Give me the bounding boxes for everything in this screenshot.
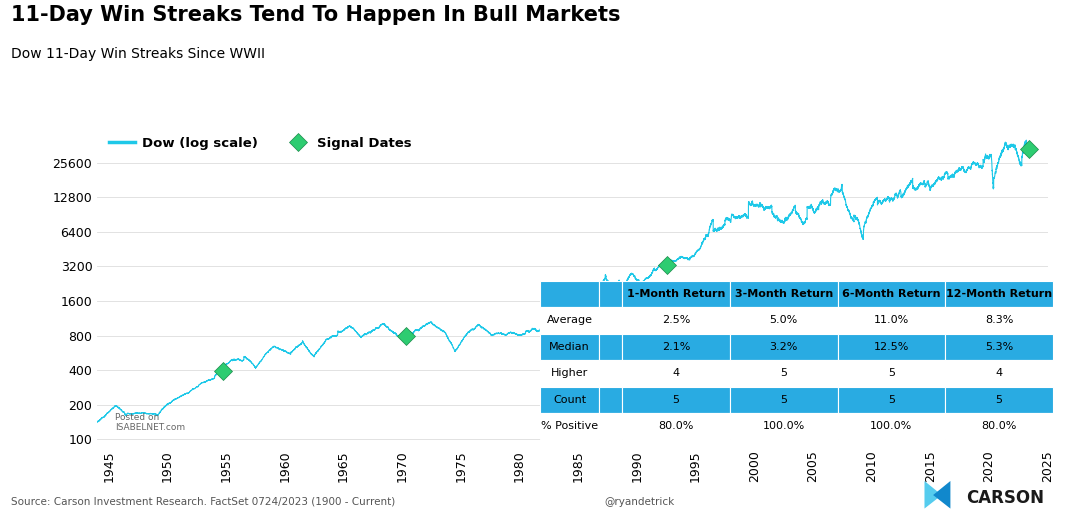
Legend: Dow (log scale), Signal Dates: Dow (log scale), Signal Dates: [104, 132, 417, 155]
Text: 4: 4: [673, 368, 679, 379]
Text: 5: 5: [888, 395, 895, 405]
Text: 5: 5: [780, 395, 787, 405]
Text: @ryandetrick: @ryandetrick: [605, 497, 675, 507]
Text: 5: 5: [996, 395, 1002, 405]
Text: 100.0%: 100.0%: [870, 421, 913, 431]
Text: 5: 5: [673, 395, 679, 405]
Text: Higher: Higher: [551, 368, 589, 379]
Text: 8.3%: 8.3%: [985, 316, 1013, 326]
Text: Dow 11-Day Win Streaks Since WWII: Dow 11-Day Win Streaks Since WWII: [11, 47, 265, 61]
Text: 5.0%: 5.0%: [770, 316, 798, 326]
Text: 100.0%: 100.0%: [762, 421, 805, 431]
Text: 2.5%: 2.5%: [662, 316, 690, 326]
Text: 5.3%: 5.3%: [985, 342, 1013, 352]
Text: 12-Month Return: 12-Month Return: [946, 289, 1052, 299]
Text: 5: 5: [888, 368, 895, 379]
Text: Median: Median: [549, 342, 590, 352]
Text: Average: Average: [546, 316, 593, 326]
Text: 80.0%: 80.0%: [658, 421, 693, 431]
Text: 5: 5: [780, 368, 787, 379]
Text: Posted on
ISABELNET.com: Posted on ISABELNET.com: [114, 413, 185, 432]
Text: 6-Month Return: 6-Month Return: [842, 289, 941, 299]
Text: Count: Count: [553, 395, 586, 405]
Text: 4: 4: [996, 368, 1002, 379]
Text: 1-Month Return: 1-Month Return: [626, 289, 725, 299]
Text: 11-Day Win Streaks Tend To Happen In Bull Markets: 11-Day Win Streaks Tend To Happen In Bul…: [11, 5, 620, 25]
Text: 3.2%: 3.2%: [769, 342, 798, 352]
Text: 2.1%: 2.1%: [662, 342, 690, 352]
Text: CARSON: CARSON: [967, 489, 1044, 507]
Text: 80.0%: 80.0%: [982, 421, 1017, 431]
Text: Source: Carson Investment Research. FactSet 0724/2023 (1900 - Current): Source: Carson Investment Research. Fact…: [11, 497, 395, 507]
Text: 3-Month Return: 3-Month Return: [734, 289, 833, 299]
Text: 11.0%: 11.0%: [874, 316, 909, 326]
Text: 12.5%: 12.5%: [874, 342, 909, 352]
Text: % Positive: % Positive: [541, 421, 598, 431]
